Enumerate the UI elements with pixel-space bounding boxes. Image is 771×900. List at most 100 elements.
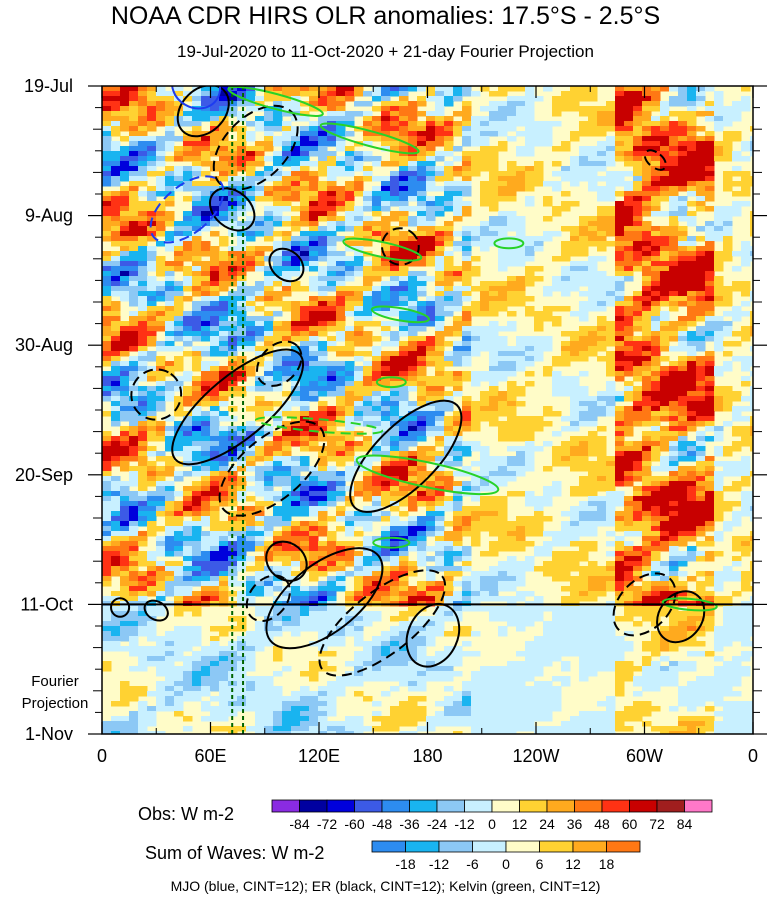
field-cell [462, 281, 472, 287]
field-cell [354, 251, 364, 257]
field-cell [138, 491, 148, 497]
field-cell [111, 311, 121, 317]
field-cell [570, 406, 580, 412]
field-cell [462, 311, 472, 317]
field-cell [714, 96, 724, 102]
field-cell [660, 461, 670, 467]
field-cell [534, 346, 544, 352]
field-cell [651, 101, 661, 107]
field-cell [561, 271, 571, 277]
field-cell [120, 411, 130, 417]
field-cell [633, 491, 643, 497]
field-cell [705, 106, 715, 112]
field-cell [192, 231, 202, 237]
field-cell [705, 236, 715, 242]
field-cell [264, 301, 274, 307]
field-cell [606, 396, 616, 402]
field-cell [471, 241, 481, 247]
field-cell [579, 411, 589, 417]
field-cell [687, 181, 697, 187]
field-cell [363, 386, 373, 392]
field-cell [750, 386, 753, 392]
field-cell [246, 131, 256, 137]
field-cell [336, 286, 346, 292]
field-cell [714, 321, 724, 327]
field-cell [192, 171, 202, 177]
field-cell [327, 161, 337, 167]
field-cell [426, 251, 436, 257]
field-cell [507, 261, 517, 267]
field-cell [570, 166, 580, 172]
field-cell [687, 401, 697, 407]
field-cell [129, 91, 139, 97]
field-cell [615, 376, 625, 382]
field-cell [264, 286, 274, 292]
field-cell [588, 216, 598, 222]
field-cell [381, 236, 391, 242]
field-cell [237, 211, 247, 217]
field-cell [111, 436, 121, 442]
field-cell [282, 86, 292, 92]
field-cell [588, 516, 598, 522]
field-cell [138, 501, 148, 507]
field-cell [102, 296, 112, 302]
field-cell [615, 321, 625, 327]
field-cell [129, 516, 139, 522]
field-cell [345, 186, 355, 192]
field-cell [345, 116, 355, 122]
field-cell [642, 386, 652, 392]
field-cell [318, 141, 328, 147]
field-cell [300, 251, 310, 257]
field-cell [696, 481, 706, 487]
field-cell [111, 321, 121, 327]
field-cell [534, 161, 544, 167]
field-cell [399, 201, 409, 207]
field-cell [336, 476, 346, 482]
field-cell [705, 276, 715, 282]
field-cell [291, 226, 301, 232]
field-cell [282, 266, 292, 272]
field-cell [300, 116, 310, 122]
field-cell [228, 166, 238, 172]
field-cell [183, 196, 193, 202]
field-cell [561, 381, 571, 387]
field-cell [588, 186, 598, 192]
field-cell [372, 266, 382, 272]
field-cell [507, 371, 517, 377]
field-cell [138, 506, 148, 512]
field-cell [345, 381, 355, 387]
field-cell [696, 161, 706, 167]
field-cell [246, 176, 256, 182]
field-cell [336, 256, 346, 262]
field-cell [147, 366, 157, 372]
field-cell [138, 126, 148, 132]
field-cell [642, 276, 652, 282]
field-cell [660, 226, 670, 232]
field-cell [111, 106, 121, 112]
field-cell [723, 301, 733, 307]
field-cell [615, 311, 625, 317]
field-cell [246, 186, 256, 192]
field-cell [705, 381, 715, 387]
field-cell [345, 86, 355, 92]
field-cell [732, 101, 742, 107]
field-cell [426, 506, 436, 512]
field-cell [642, 151, 652, 157]
field-cell [129, 211, 139, 217]
field-cell [642, 181, 652, 187]
field-cell [714, 91, 724, 97]
field-cell [210, 311, 220, 317]
field-cell [327, 326, 337, 332]
field-cell [210, 146, 220, 152]
field-cell [237, 321, 247, 327]
field-cell [273, 256, 283, 262]
field-cell [687, 286, 697, 292]
field-cell [111, 421, 121, 427]
field-cell [507, 326, 517, 332]
field-cell [417, 486, 427, 492]
field-cell [741, 356, 751, 362]
field-cell [678, 421, 688, 427]
field-cell [489, 456, 499, 462]
field-cell [489, 501, 499, 507]
field-cell [615, 131, 625, 137]
